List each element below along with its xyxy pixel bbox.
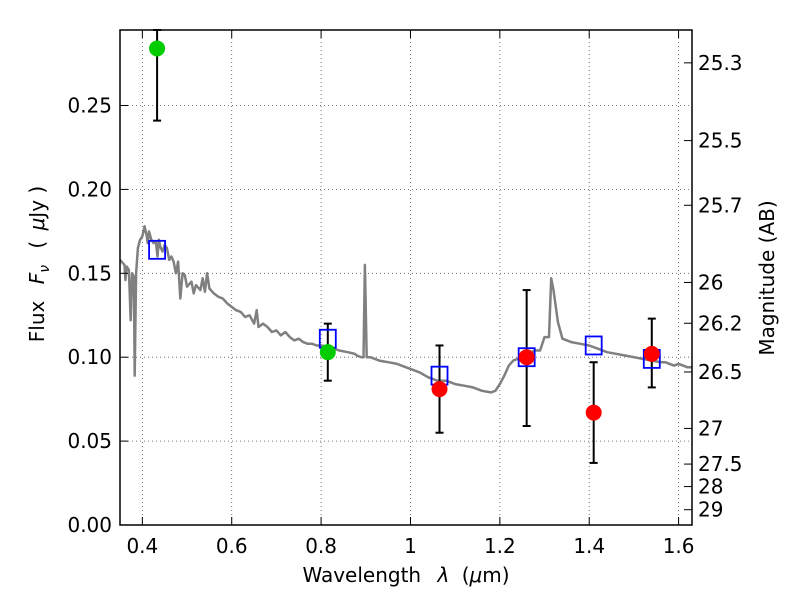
y-axis-label-unit-open: ( [25,241,49,249]
y-tick-label: 0.15 [67,261,112,285]
observed-flux-point [319,344,336,361]
observed-flux-markers [149,40,660,421]
y-tick-label: 0.25 [67,94,112,118]
y2-tick-label: 25.5 [698,129,743,153]
observed-flux-point [431,381,448,398]
y-tick-label: 0.05 [67,429,112,453]
model-photometry-square [148,239,166,260]
x-tick-label: 1.2 [484,534,516,558]
y2-tick-label: 29 [698,498,723,522]
x-axis-label-text: Wavelength [302,563,421,587]
x-tick-label: 0.8 [305,534,337,558]
y-axis-label-text: Flux [25,300,49,342]
x-tick-label: 1.6 [663,534,695,558]
x-tick-label: 0.6 [216,534,248,558]
y2-tick-label: 26.2 [698,311,743,335]
y-tick-label: 0.20 [67,177,112,201]
y2-tick-label: 27 [698,416,723,440]
y2-tick-label: 26.5 [698,360,743,384]
observed-flux-point [585,404,602,421]
y2-tick-label: 27.5 [698,452,743,476]
x-axis-label-unit-mu: μ [469,563,483,587]
y-axis-label-symbol: F [25,272,49,284]
observed-flux-point [518,349,535,366]
y-axis-label: Flux Fν ( μJy ) [25,186,54,342]
observed-flux-point [643,345,660,362]
x-axis-label-symbol: λ [436,563,449,587]
y-axis-ticks: 0.00 0.05 0.10 0.15 0.20 0.25 [67,94,128,537]
y-axis-label-unit-rest: Jy ) [25,186,49,220]
y2-tick-label: 26 [698,270,723,294]
x-tick-label: 1 [404,534,417,558]
y-axis-label-unit-mu: μ [25,218,49,232]
x-axis-label: Wavelength λ (μm) [302,563,509,587]
x-axis-ticks: 0.4 0.6 0.8 1 1.2 1.4 1.6 [126,30,695,558]
y2-tick-label: 28 [698,475,723,499]
y-tick-label: 0.00 [67,513,112,537]
x-axis-label-unit-rest: m) [482,563,509,587]
y2-tick-label: 25.7 [698,193,743,217]
y2-tick-label: 25.3 [698,51,743,75]
y2-axis-label: Magnitude (AB) [755,200,779,355]
x-axis-label-unit-open: ( [462,563,470,587]
observed-flux-point [149,40,166,57]
x-tick-label: 0.4 [126,534,158,558]
plot-frame [119,29,693,526]
y-axis-label-symbol-sub: ν [37,265,53,273]
x-tick-label: 1.4 [573,534,605,558]
y-tick-label: 0.10 [67,345,112,369]
model-photometry-square [584,335,603,356]
